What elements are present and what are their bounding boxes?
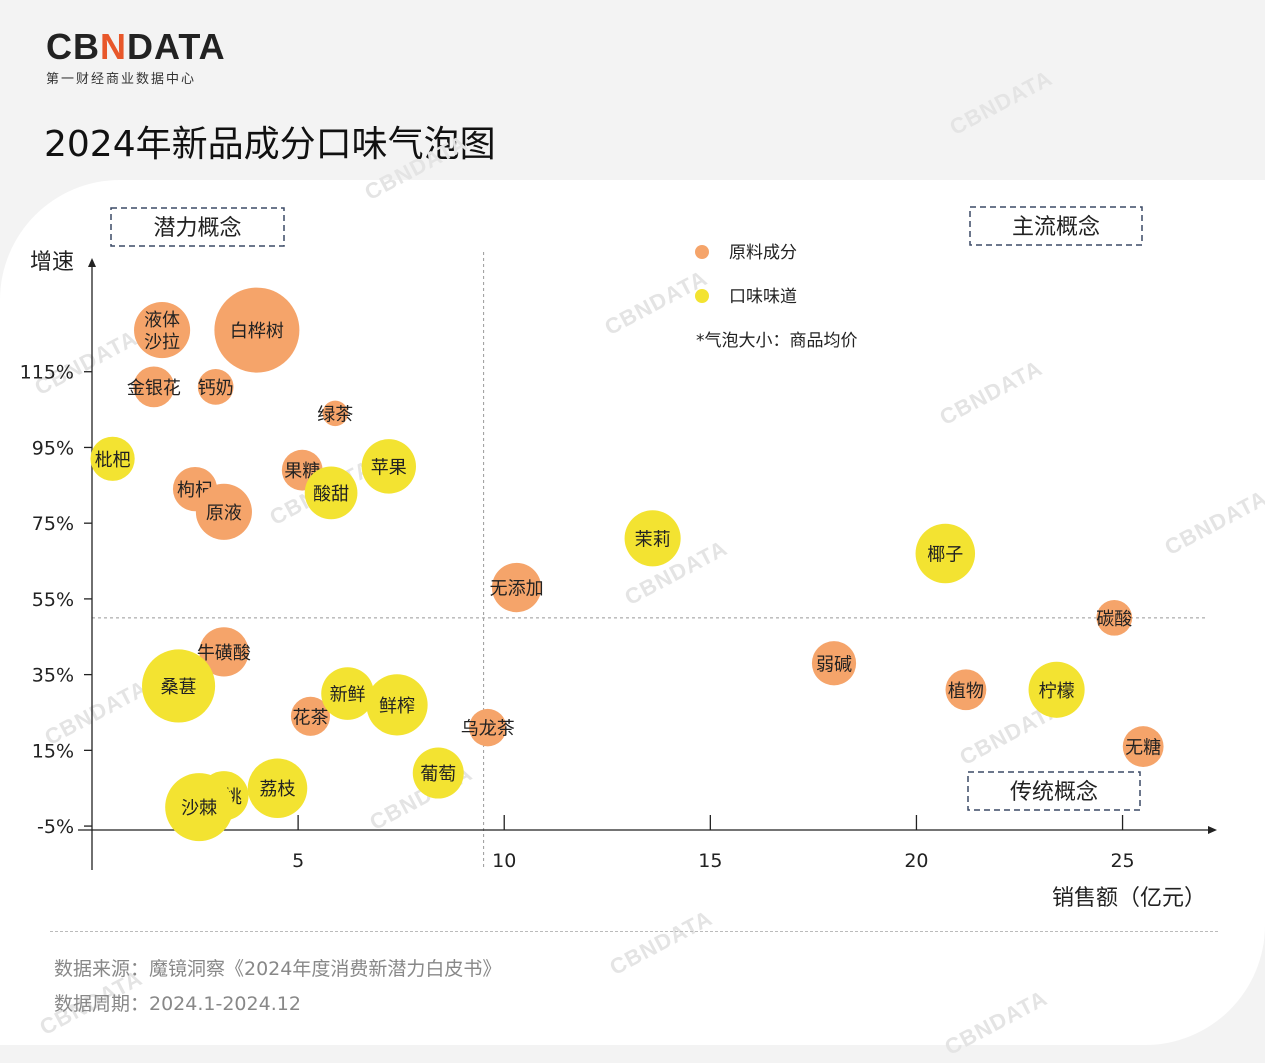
legend-label-ingredient: 原料成分 <box>729 243 797 263</box>
page-title: 2024年新品成分口味气泡图 <box>44 124 496 165</box>
bubble-label: 牛磺酸 <box>197 643 251 664</box>
bubble <box>165 773 234 842</box>
bubble <box>366 674 428 736</box>
bubble-label: 酸甜 <box>313 484 349 505</box>
bubble-label: 液体 <box>144 310 180 331</box>
bubble-label: 鲜榨 <box>379 696 415 717</box>
chart-card <box>0 180 1265 1045</box>
quadrant-box-top-right <box>969 206 1143 246</box>
bubble-label: 葡萄 <box>420 764 456 785</box>
bubble-size-note: *气泡大小：商品均价 <box>696 331 858 351</box>
y-tick-label: 75% <box>32 513 74 535</box>
x-tick-label: 5 <box>292 850 304 872</box>
bubble <box>247 758 308 818</box>
y-tick-label: -5% <box>37 816 74 838</box>
data-source: 数据来源：魔镜洞察《2024年度消费新潜力白皮书》 <box>54 958 502 980</box>
bubble-label: 原液 <box>206 503 242 524</box>
x-axis-title: 销售额（亿元） <box>1052 886 1206 911</box>
bubble <box>90 436 135 481</box>
bubble-label: 花茶 <box>292 707 328 728</box>
quadrant-box-bottom-right <box>967 771 1141 811</box>
footer-divider <box>50 931 1218 932</box>
bubble <box>1122 726 1164 767</box>
quadrant-label-top-right: 主流概念 <box>1012 215 1100 240</box>
bubble <box>945 669 987 711</box>
bubble <box>491 562 542 613</box>
x-axis-arrow <box>1208 826 1217 834</box>
brand-logo: CBNDATA 第一财经商业数据中心 <box>46 28 226 88</box>
bubble <box>361 439 416 494</box>
quadrant-box-top-left <box>110 207 285 247</box>
bubble <box>1028 661 1085 718</box>
card-edge <box>1245 180 1265 330</box>
y-tick-label: 15% <box>32 740 74 762</box>
brand-wordmark: CBNDATA <box>46 28 226 66</box>
legend-label-flavor: 口味味道 <box>729 287 797 307</box>
brand-subtitle: 第一财经商业数据中心 <box>46 72 197 87</box>
bubble <box>304 466 358 520</box>
bubble-label: 乌龙茶 <box>461 719 515 740</box>
bubble-label: 枇杷 <box>95 450 131 471</box>
bubble <box>214 287 300 373</box>
bubble-label: 碳酸 <box>1096 609 1132 630</box>
bubble <box>290 696 331 736</box>
bubble <box>195 483 252 540</box>
quadrant-label-top-left: 潜力概念 <box>153 216 241 241</box>
bubble-label: 植物 <box>948 681 984 702</box>
y-tick-label: 35% <box>32 665 74 687</box>
x-tick-label: 20 <box>904 850 928 872</box>
logo-accent: N <box>100 26 127 67</box>
quadrant-label-bottom-right: 传统概念 <box>1010 780 1098 805</box>
y-axis-title: 增速 <box>30 250 74 275</box>
bubble-label: 柠檬 <box>1039 681 1075 702</box>
x-tick-label: 15 <box>698 850 722 872</box>
bubble-label: 沙拉 <box>144 332 180 353</box>
bubble <box>624 510 681 567</box>
legend-marker-flavor <box>695 289 709 303</box>
bubble-label: 白桦树 <box>230 321 284 342</box>
bubble-label: 椰子 <box>927 544 963 565</box>
bubble <box>321 667 374 720</box>
y-tick-label: 55% <box>32 589 74 611</box>
bubble-label: 新鲜 <box>330 685 366 706</box>
x-tick-label: 25 <box>1110 850 1134 872</box>
legend-marker-ingredient <box>695 245 709 259</box>
bubble <box>412 747 464 799</box>
bubble <box>142 649 216 723</box>
bubble-label: 弱碱 <box>816 654 852 675</box>
bubble <box>199 627 249 677</box>
bubble-label: 苹果 <box>371 457 407 478</box>
bubble-label: 无糖 <box>1125 738 1161 759</box>
logo-prefix: CB <box>46 26 100 67</box>
bubble <box>133 366 175 408</box>
bubble <box>811 641 857 686</box>
bubble <box>1096 599 1133 636</box>
x-tick-label: 10 <box>492 850 516 872</box>
bubble <box>134 302 191 359</box>
bubble <box>322 400 348 427</box>
bubble-label: 绿茶 <box>317 404 353 425</box>
bubble <box>915 523 976 584</box>
logo-suffix: DATA <box>127 26 226 67</box>
bubble <box>197 369 234 405</box>
data-period: 数据周期：2024.1-2024.12 <box>54 993 301 1015</box>
bubble-label: 金银花 <box>127 378 181 399</box>
bubble-label: 钙奶 <box>198 378 234 399</box>
bubble-label: 无添加 <box>490 579 544 600</box>
bubble-label: 荔枝 <box>260 779 296 800</box>
y-tick-label: 95% <box>32 437 74 459</box>
y-tick-label: 115% <box>20 362 74 384</box>
y-axis-arrow <box>88 258 96 267</box>
bubble-label: 茉莉 <box>635 529 671 550</box>
bubble <box>469 708 507 747</box>
bubble-label: 桑葚 <box>161 677 197 698</box>
bubble-label: 沙棘 <box>181 798 217 819</box>
